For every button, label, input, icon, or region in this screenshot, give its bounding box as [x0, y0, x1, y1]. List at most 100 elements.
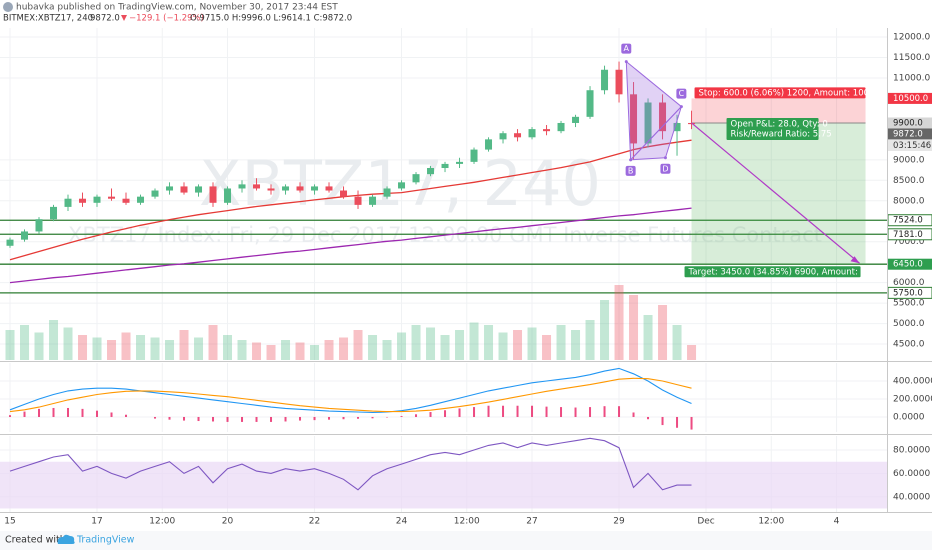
x-tick-label: 24 — [396, 517, 408, 527]
volume-bar — [121, 332, 131, 360]
candle-body — [180, 186, 188, 193]
volume-bar — [20, 325, 30, 360]
x-tick-label: 12:00 — [454, 517, 480, 527]
volume-bar — [310, 345, 320, 360]
volume-bar — [527, 327, 537, 360]
candle-body — [35, 219, 43, 232]
candle-body — [267, 188, 275, 191]
volume-bar — [295, 342, 305, 360]
volume-bar — [92, 337, 102, 360]
x-tick-label: 22 — [309, 517, 320, 527]
candle-body — [137, 196, 145, 203]
price-label-box — [888, 117, 932, 129]
histogram-bar — [632, 412, 635, 417]
candle-body — [50, 206, 58, 220]
candle-body — [659, 102, 667, 132]
volume-bar — [556, 325, 566, 360]
histogram-bar — [9, 415, 12, 417]
candle-body — [195, 186, 203, 193]
candle-body — [383, 188, 391, 197]
x-tick-label: 20 — [222, 517, 234, 527]
volume-bar — [194, 337, 204, 360]
volume-bar — [208, 325, 218, 360]
histogram-bar — [661, 416, 664, 426]
volume-bar — [353, 330, 363, 360]
histogram-bar — [415, 414, 418, 417]
pattern-point — [624, 60, 628, 64]
histogram-bar — [603, 406, 606, 417]
volume-bar — [136, 335, 146, 360]
histogram-bar — [516, 405, 519, 417]
stop-label: Stop: 600.0 (6.06%) 1200, Amount: 1000 — [699, 89, 875, 99]
candle-body — [601, 69, 609, 91]
price-label-box — [888, 128, 932, 140]
volume-bar — [585, 320, 595, 360]
histogram-bar — [545, 406, 548, 417]
y-tick-label: 0.0000 — [893, 412, 925, 422]
candle-body — [151, 190, 159, 197]
indicator-line — [9, 437, 692, 491]
histogram-bar — [313, 416, 316, 421]
histogram-bar — [647, 416, 650, 420]
front-layer: 15 17 12:00 20 22 24 12:00 27 29 Dec 12:00 4 12000.0… — [4, 33, 932, 527]
volume-bar — [672, 325, 682, 360]
volume-bar — [223, 335, 233, 360]
histogram-bar — [444, 410, 447, 417]
y-tick-label: 80.0000 — [893, 446, 930, 456]
histogram-bar — [154, 416, 157, 419]
pattern-label: A — [624, 44, 630, 53]
y-tick-label: 40.0000 — [893, 492, 930, 502]
volume-bar — [643, 315, 653, 360]
price-label: 6450.0 — [893, 260, 923, 270]
moving-average — [9, 139, 692, 261]
candle-body — [340, 190, 348, 197]
price-label: 9872.0 — [893, 129, 923, 139]
y-tick-label: 6000.0 — [893, 278, 925, 288]
histogram-bar — [400, 416, 403, 417]
histogram-bar — [284, 416, 287, 422]
ratio-label: Risk/Reward Ratio: 5.75 — [731, 129, 832, 139]
candle-body — [21, 231, 29, 240]
back-layer — [0, 98, 887, 509]
pattern-label: B — [628, 166, 634, 175]
candle-body — [122, 198, 130, 203]
volume-bar — [411, 325, 421, 360]
y-tick-label: 7000.0 — [893, 237, 925, 247]
indicator-line — [9, 367, 692, 414]
volume-bar — [165, 340, 175, 360]
volume-bar — [397, 332, 407, 360]
pattern-point — [663, 156, 667, 160]
pattern-triangle — [629, 106, 682, 161]
histogram-bar — [197, 416, 200, 422]
candle-body — [514, 133, 522, 138]
target-label-box — [684, 266, 861, 278]
pattern-label-box — [625, 165, 636, 176]
volume-bar — [281, 340, 291, 360]
volume-bar — [658, 305, 668, 360]
candle-body — [398, 182, 406, 189]
volume-bar — [34, 332, 44, 360]
price-label: 9900.0 — [893, 118, 923, 128]
volume-bar — [324, 340, 334, 360]
candle-body — [644, 102, 652, 144]
y-tick-label: 12000.0 — [893, 33, 930, 43]
volume-bar — [49, 320, 59, 360]
y-tick-label: 8500.0 — [893, 176, 925, 186]
volume-bar — [469, 322, 479, 360]
marks-layer — [6, 61, 696, 491]
histogram-bar — [357, 416, 360, 419]
histogram-bar — [574, 407, 577, 417]
candle-body — [557, 122, 565, 132]
histogram-bar — [270, 416, 273, 422]
histogram-bar — [23, 411, 26, 417]
histogram-bar — [342, 416, 345, 420]
histogram-bar — [589, 407, 592, 417]
publisher: hubavka published on TradingView.com, No… — [16, 3, 338, 13]
down-arrow — [121, 15, 127, 21]
candle-body — [586, 90, 594, 117]
candle-body — [572, 116, 580, 123]
candle-body — [311, 186, 319, 191]
candle-body — [325, 186, 333, 191]
x-tick-label: Dec — [697, 517, 714, 527]
